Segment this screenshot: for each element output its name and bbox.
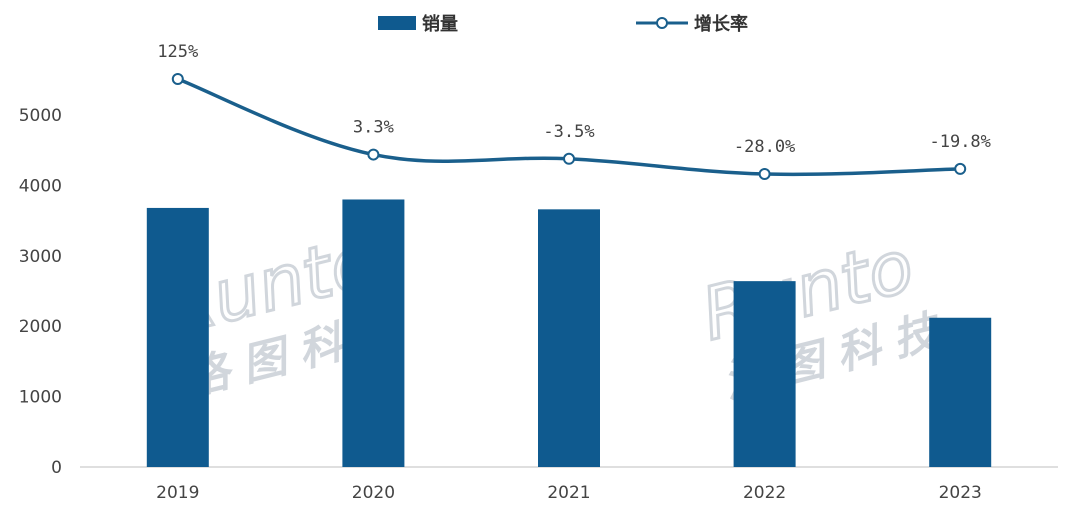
y-tick-label: 1000	[19, 388, 62, 408]
bar-2019	[146, 207, 209, 468]
x-tick-label: 2023	[939, 483, 982, 503]
growth-point-2019	[171, 73, 184, 85]
x-tick-label: 2019	[156, 483, 199, 503]
x-tick-label: 2020	[352, 483, 395, 503]
y-tick-label: 0	[51, 458, 62, 478]
growth-point-2022	[758, 168, 771, 180]
growth-point-2021	[563, 152, 575, 165]
x-axis: 2019 2020 2021 2022 2023	[156, 483, 982, 503]
bars	[146, 199, 992, 468]
legend: 销量 增长率	[378, 13, 748, 35]
bar-2021	[538, 209, 600, 467]
x-tick-label: 2022	[743, 483, 786, 503]
y-axis: 0 1000 2000 3000 4000 5000	[19, 106, 62, 478]
y-tick-label: 5000	[19, 106, 62, 126]
legend-bar-label: 销量	[422, 13, 458, 35]
growth-point-2023	[954, 162, 967, 175]
growth-label-2022: -28.0%	[734, 137, 795, 157]
bar-2022	[733, 281, 796, 467]
growth-label-2019: 125%	[157, 42, 198, 62]
legend-line-label: 增长率	[694, 13, 748, 35]
growth-point-2020	[367, 148, 380, 161]
x-tick-label: 2021	[547, 483, 590, 503]
growth-label-2020: 3.3%	[353, 118, 394, 138]
y-tick-label: 2000	[19, 317, 62, 337]
y-tick-label: 4000	[19, 176, 62, 196]
legend-line-marker	[656, 17, 668, 29]
y-tick-label: 3000	[19, 247, 62, 267]
growth-label-2021: -3.5%	[543, 122, 594, 142]
bar-2023	[929, 317, 992, 467]
growth-rate-labels: 125% 3.3% -3.5% -28.0% -19.8%	[157, 42, 991, 157]
growth-rate-points	[171, 73, 967, 180]
growth-label-2023: -19.8%	[929, 132, 990, 152]
legend-bar-swatch	[378, 16, 416, 30]
bar-2020	[342, 199, 405, 468]
